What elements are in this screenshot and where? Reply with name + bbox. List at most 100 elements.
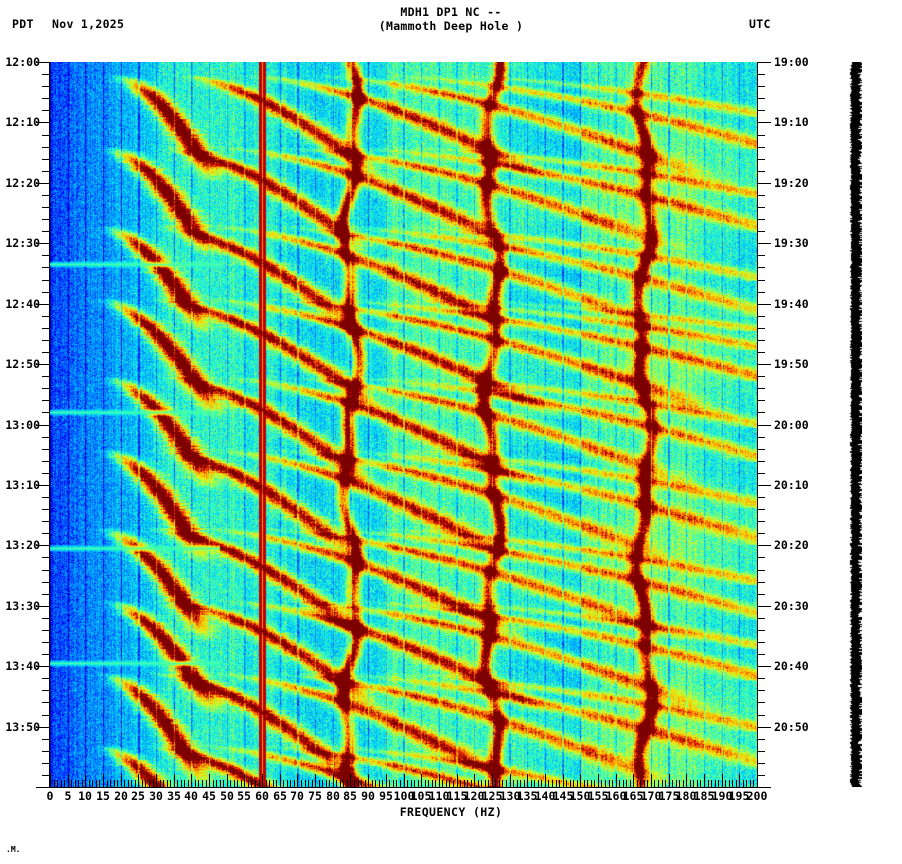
x-tick-minor [61, 780, 62, 787]
x-axis-tick-label: 185 [693, 789, 715, 803]
y-axis-right-label: 19:20 [774, 176, 809, 190]
y-tick-major-left [36, 666, 49, 667]
x-axis-tick-label: 175 [658, 789, 680, 803]
x-axis-tick-label: 120 [463, 789, 485, 803]
x-tick-major [722, 774, 723, 787]
y-axis-left-label: 13:00 [5, 418, 40, 432]
y-axis-right-label: 19:00 [774, 55, 809, 69]
x-tick-minor [605, 780, 606, 787]
y-axis-right-label: 19:30 [774, 236, 809, 250]
x-tick-minor [697, 780, 698, 787]
x-tick-minor [460, 780, 461, 787]
x-axis-tick-label: 55 [237, 789, 251, 803]
y-tick-major-right [758, 425, 771, 426]
x-tick-minor [181, 780, 182, 787]
x-tick-major [280, 774, 281, 787]
x-tick-minor [269, 780, 270, 787]
y-tick-minor-right [758, 74, 765, 75]
y-tick-major-right [758, 545, 771, 546]
y-tick-major-left [36, 122, 49, 123]
y-tick-minor-right [758, 751, 765, 752]
x-axis-tick-label: 75 [308, 789, 322, 803]
y-tick-minor-left [42, 437, 49, 438]
x-tick-minor [647, 780, 648, 787]
x-tick-minor [82, 780, 83, 787]
x-tick-minor [594, 780, 595, 787]
spectrogram-canvas[interactable] [50, 62, 757, 787]
station-title: MDH1 DP1 NC -- [400, 5, 502, 19]
x-tick-minor [354, 780, 355, 787]
x-tick-minor [287, 780, 288, 787]
y-axis-left-label: 13:20 [5, 538, 40, 552]
x-tick-minor [718, 780, 719, 787]
x-tick-major [333, 774, 334, 787]
x-tick-minor [149, 780, 150, 787]
x-tick-minor [96, 780, 97, 787]
y-tick-minor-right [758, 437, 765, 438]
y-axis-left-label: 12:00 [5, 55, 40, 69]
x-axis-tick-label: 5 [64, 789, 72, 803]
x-tick-minor [396, 780, 397, 787]
amplitude-strip [848, 62, 862, 787]
y-tick-minor-left [42, 461, 49, 462]
x-tick-minor [736, 780, 737, 787]
y-tick-major-right [758, 787, 771, 788]
x-tick-minor [206, 780, 207, 787]
y-tick-minor-right [758, 86, 765, 87]
y-axis-right-line [757, 62, 758, 788]
y-tick-minor-left [42, 702, 49, 703]
x-tick-minor [322, 780, 323, 787]
y-tick-minor-right [758, 352, 765, 353]
y-tick-major-left [36, 183, 49, 184]
y-tick-minor-left [42, 654, 49, 655]
y-tick-minor-left [42, 497, 49, 498]
x-axis-line [49, 787, 758, 788]
y-tick-minor-right [758, 763, 765, 764]
x-tick-minor [612, 780, 613, 787]
y-tick-minor-left [42, 352, 49, 353]
x-tick-major [350, 774, 351, 787]
y-axis-right-label: 19:40 [774, 297, 809, 311]
y-tick-minor-right [758, 412, 765, 413]
x-tick-minor [481, 780, 482, 787]
x-tick-minor [485, 780, 486, 787]
x-tick-major [209, 774, 210, 787]
y-tick-minor-left [42, 207, 49, 208]
y-tick-minor-left [42, 280, 49, 281]
x-tick-minor [361, 780, 362, 787]
y-axis-right-label: 19:10 [774, 115, 809, 129]
x-tick-minor [266, 780, 267, 787]
x-tick-minor [329, 780, 330, 787]
y-tick-minor-left [42, 557, 49, 558]
y-tick-minor-right [758, 147, 765, 148]
x-axis-tick-label: 140 [534, 789, 556, 803]
x-axis-tick-label: 170 [640, 789, 662, 803]
x-tick-minor [732, 780, 733, 787]
x-tick-minor [432, 780, 433, 787]
y-tick-minor-right [758, 135, 765, 136]
y-tick-minor-right [758, 473, 765, 474]
y-tick-major-right [758, 606, 771, 607]
x-tick-minor [548, 780, 549, 787]
spectrogram-plot[interactable] [50, 62, 757, 787]
y-tick-minor-left [42, 340, 49, 341]
x-axis-tick-label: 50 [220, 789, 234, 803]
x-tick-minor [319, 780, 320, 787]
x-tick-minor [577, 780, 578, 787]
y-tick-minor-right [758, 775, 765, 776]
x-tick-minor [64, 780, 65, 787]
y-axis-right-label: 20:40 [774, 659, 809, 673]
y-tick-minor-left [42, 135, 49, 136]
x-tick-minor [609, 780, 610, 787]
amplitude-strip-canvas [848, 62, 862, 787]
y-tick-minor-left [42, 159, 49, 160]
x-axis-tick-label: 100 [393, 789, 415, 803]
x-tick-major [527, 774, 528, 787]
x-tick-minor [54, 780, 55, 787]
y-tick-minor-left [42, 582, 49, 583]
x-tick-minor [379, 780, 380, 787]
x-tick-minor [167, 780, 168, 787]
x-tick-minor [566, 780, 567, 787]
x-tick-major [174, 774, 175, 787]
x-tick-minor [506, 780, 507, 787]
